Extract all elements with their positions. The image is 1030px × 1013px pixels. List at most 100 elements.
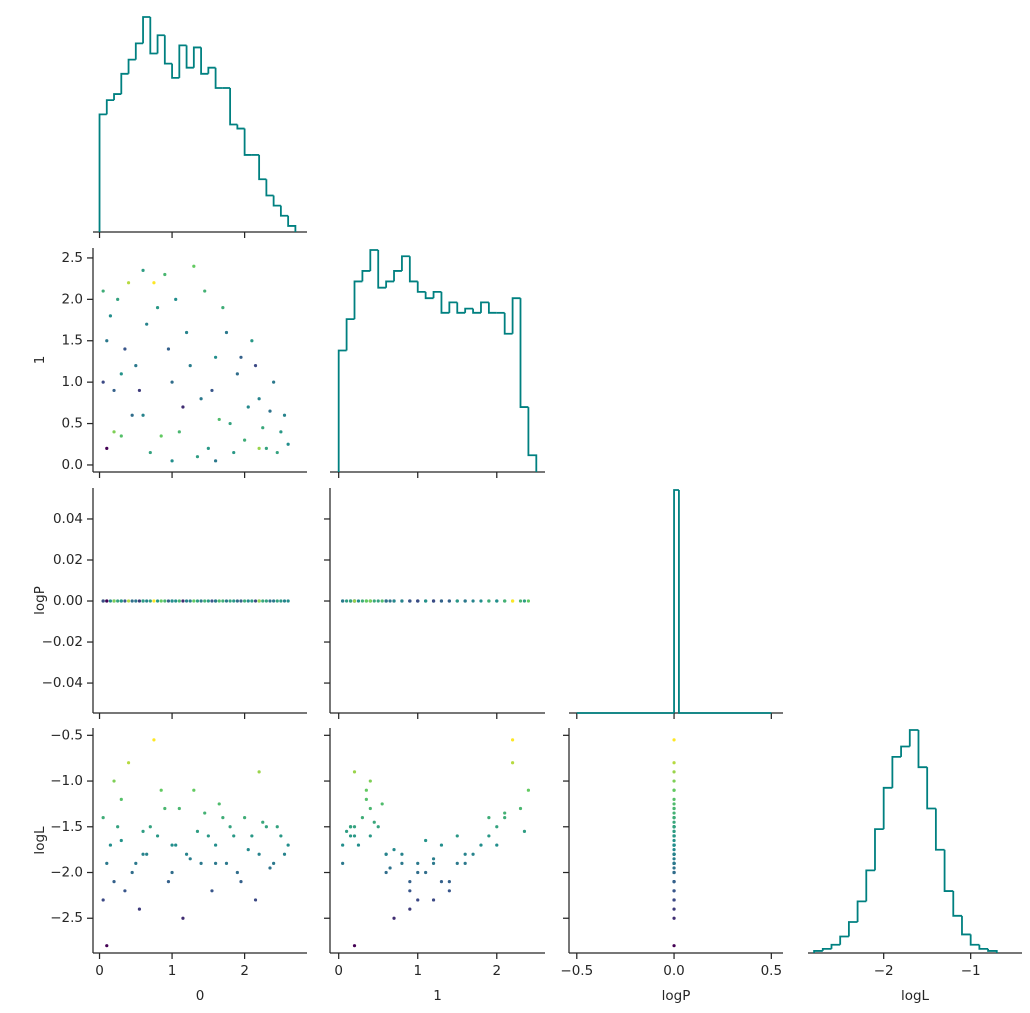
scatter-point	[261, 599, 265, 603]
histogram-step	[105, 99, 115, 115]
scatter-point	[672, 834, 676, 838]
scatter-point	[672, 802, 676, 806]
histogram-step	[987, 948, 998, 953]
scatter-point	[134, 861, 138, 865]
scatter-point	[166, 599, 171, 603]
scatter-point	[232, 599, 236, 603]
scatter-point	[250, 599, 254, 603]
scatter-point	[471, 852, 475, 856]
scatter-point	[250, 339, 254, 343]
scatter-point	[463, 861, 467, 865]
scatter-point	[184, 599, 189, 603]
scatter-point	[380, 599, 384, 603]
scatter-point	[408, 889, 412, 893]
scatter-point	[424, 838, 428, 843]
scatter-point	[213, 459, 218, 463]
scatter-point	[479, 599, 483, 603]
x-tick-label: 1	[168, 963, 177, 979]
scatter-point	[184, 330, 189, 335]
scatter-point	[672, 797, 676, 801]
scatter-point	[282, 852, 287, 856]
scatter-point	[112, 430, 116, 434]
histogram-step	[487, 302, 497, 314]
scatter-point	[479, 843, 483, 847]
scatter-point	[279, 430, 283, 434]
scatter-point	[174, 843, 178, 847]
scatter-point	[352, 834, 357, 838]
scatter-point	[148, 825, 152, 829]
scatter-point	[163, 806, 167, 811]
histogram-step	[821, 947, 832, 951]
scatter-point	[518, 599, 523, 603]
histogram-step	[377, 250, 387, 289]
scatter-point	[206, 834, 210, 838]
scatter-point	[286, 442, 290, 446]
scatter-point	[286, 843, 290, 847]
scatter-point	[159, 788, 163, 792]
scatter-point	[112, 599, 116, 603]
scatter-point	[376, 599, 380, 603]
scatter-point	[672, 944, 676, 948]
scatter-point	[170, 459, 174, 463]
y-axis-label: 1	[32, 356, 48, 365]
scatter-point	[352, 944, 357, 948]
scatter-point	[344, 829, 349, 833]
x-tick-label: 0	[334, 963, 343, 979]
x-tick-label: −0.5	[560, 963, 593, 979]
scatter-point	[253, 363, 258, 368]
scatter-point	[163, 599, 167, 603]
scatter-point	[130, 599, 134, 603]
scatter-point	[447, 880, 451, 884]
scatter-point	[148, 599, 152, 603]
scatter-point	[672, 825, 676, 829]
scatter-point	[672, 738, 676, 742]
x-tick-label: 1	[413, 963, 422, 979]
y-tick-label: −0.04	[42, 675, 83, 691]
scatter-point	[232, 450, 236, 455]
x-tick-label: −1	[961, 963, 981, 979]
histogram-step	[830, 943, 841, 949]
y-tick-label: −1.5	[50, 819, 83, 835]
scatter-point	[112, 388, 116, 393]
scatter-point	[155, 306, 160, 310]
scatter-point	[672, 761, 676, 765]
scatter-point	[447, 889, 451, 893]
scatter-point	[672, 889, 676, 893]
scatter-point	[439, 599, 444, 603]
scatter-point	[105, 446, 109, 450]
scatter-point	[246, 405, 250, 409]
histogram-step	[456, 302, 466, 314]
scatter-point	[672, 811, 676, 815]
scatter-point	[177, 806, 181, 811]
scatter-point	[487, 816, 491, 820]
histogram-step	[856, 900, 867, 923]
scatter-point	[348, 599, 353, 603]
histogram-step	[847, 921, 858, 937]
y-tick-label: 2.5	[62, 250, 83, 266]
histogram-step	[943, 849, 954, 892]
histogram-step	[519, 298, 529, 408]
scatter-point	[155, 599, 160, 603]
histogram-step	[952, 891, 962, 917]
scatter-point	[166, 347, 171, 351]
scatter-point	[431, 861, 436, 865]
scatter-point	[239, 599, 243, 603]
scatter-point	[155, 834, 160, 838]
scatter-point	[145, 852, 149, 856]
histogram-step	[839, 935, 849, 945]
scatter-point	[518, 806, 523, 811]
scatter-point	[228, 599, 232, 603]
histogram-step	[385, 280, 395, 288]
scatter-point	[376, 825, 380, 829]
y-tick-label: −0.02	[42, 634, 83, 650]
scatter-point	[455, 599, 459, 603]
scatter-point	[384, 852, 388, 856]
scatter-point	[272, 380, 276, 384]
scatter-point	[108, 314, 113, 318]
histogram-step	[401, 255, 410, 271]
scatter-point	[210, 599, 214, 603]
scatter-point	[356, 599, 361, 603]
scatter-point	[235, 599, 239, 603]
scatter-point	[184, 852, 189, 856]
